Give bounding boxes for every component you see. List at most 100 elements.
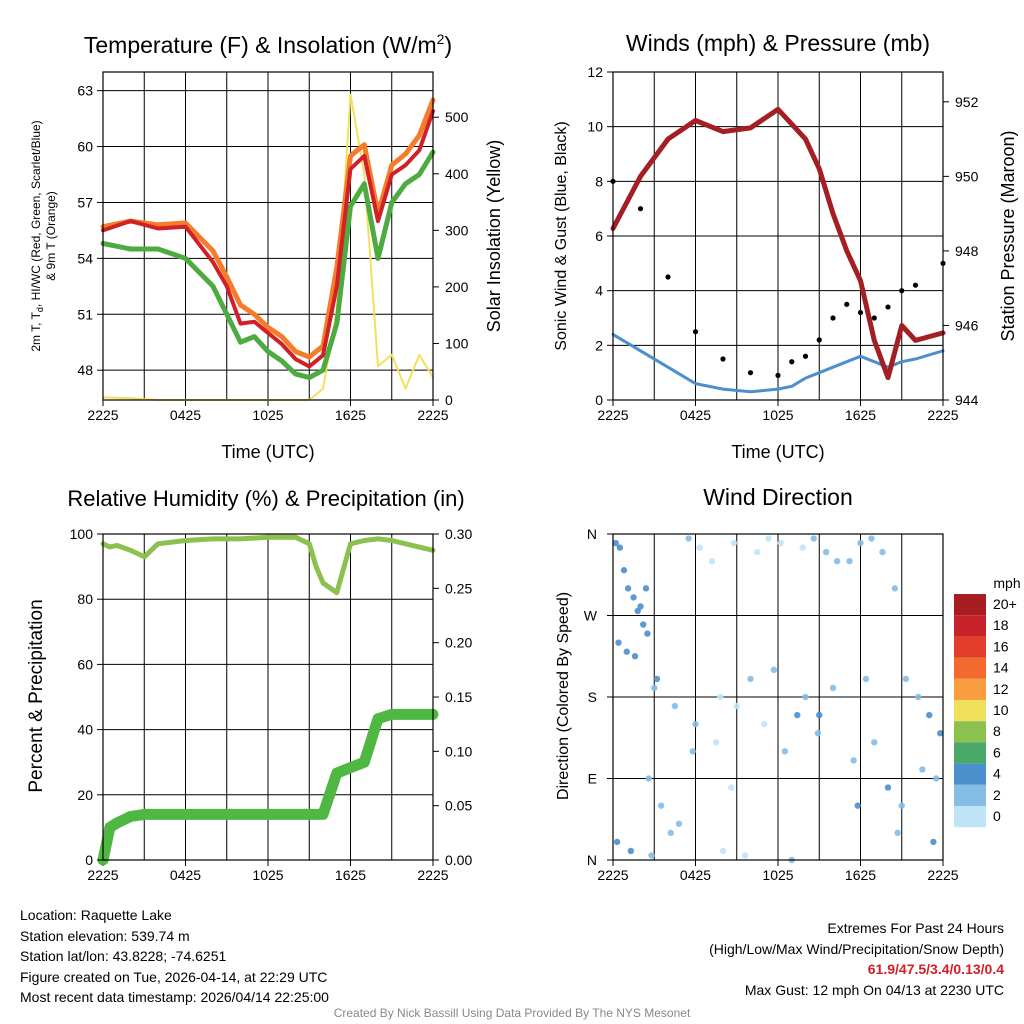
y-tick-label: 2 xyxy=(595,337,603,353)
dewpoint-line xyxy=(100,149,436,381)
plot-frame xyxy=(612,533,944,861)
y2-tick-label: 200 xyxy=(445,279,469,295)
y2-tick-label: 950 xyxy=(955,168,979,184)
colorbar-unit: mph xyxy=(993,575,1020,591)
direction-point xyxy=(653,675,661,683)
x-tick-label: 0425 xyxy=(680,407,711,423)
colorbar-label: 18 xyxy=(993,617,1009,633)
colorbar-swatch xyxy=(954,636,986,658)
direction-point xyxy=(667,829,674,837)
direction-point xyxy=(822,548,830,556)
credit-line: Created By Nick Bassill Using Data Provi… xyxy=(333,1006,691,1020)
figure-created: Figure created on Tue, 2026-04-14, at 22… xyxy=(20,968,328,985)
x-tick-label: 2225 xyxy=(87,407,118,423)
direction-point xyxy=(799,544,806,551)
direction-point xyxy=(630,594,637,601)
direction-point xyxy=(902,675,910,683)
gust-point xyxy=(912,282,919,288)
colorbar-label: 10 xyxy=(993,702,1009,718)
direction-point xyxy=(741,852,749,859)
direction-point xyxy=(671,702,679,710)
direction-point xyxy=(616,544,624,551)
direction-point xyxy=(781,748,789,755)
y-label-subscript: d xyxy=(35,307,45,312)
direction-point xyxy=(644,630,651,637)
direction-point xyxy=(685,535,692,542)
y2-tick-label: 0.10 xyxy=(445,743,472,759)
x-tick-label: 1025 xyxy=(762,407,793,423)
speed-colorbar: mph 20+ 18 16 14 12 10 8 6 4 2 0 xyxy=(954,575,1021,828)
x-tick-label: 2225 xyxy=(927,407,958,423)
direction-point xyxy=(708,557,716,565)
colorbar-label: 6 xyxy=(993,744,1001,760)
y2-tick-label: 0.30 xyxy=(445,526,472,542)
plot-frame xyxy=(102,71,434,401)
x-tick-label: 2225 xyxy=(597,407,628,423)
title-superscript: 2 xyxy=(437,31,445,47)
x-tick-label: 2225 xyxy=(597,867,628,883)
direction-point xyxy=(623,648,630,655)
direction-point xyxy=(627,847,635,855)
y2-tick-label: 944 xyxy=(955,392,979,408)
direction-point xyxy=(651,684,658,692)
y-tick-label: 60 xyxy=(77,656,93,672)
y-tick-label: 54 xyxy=(77,250,93,266)
extremes-title: Extremes For Past 24 Hours xyxy=(827,920,1004,936)
y-tick-label: 8 xyxy=(595,173,603,189)
y-tick-label: E xyxy=(588,771,597,787)
chart-title: Relative Humidity (%) & Precipitation (i… xyxy=(67,486,464,511)
x-tick-label: 1025 xyxy=(252,867,283,883)
direction-point xyxy=(754,548,761,556)
gust-point xyxy=(857,309,864,316)
y2-axis-label: Station Pressure (Maroon) xyxy=(998,130,1018,341)
pressure-line xyxy=(610,106,946,381)
colorbar-swatch xyxy=(954,678,986,700)
x-tick-label: 2225 xyxy=(417,867,448,883)
direction-point xyxy=(862,675,870,683)
y-tick-label: 63 xyxy=(77,83,93,99)
colorbar-swatch xyxy=(954,657,986,679)
y-tick-label: 48 xyxy=(77,362,93,378)
x-tick-label: 1025 xyxy=(762,867,793,883)
direction-point xyxy=(932,775,940,782)
direction-point xyxy=(884,784,892,791)
direction-point xyxy=(930,838,937,846)
extremes-box: Extremes For Past 24 Hours (High/Low/Max… xyxy=(709,918,1004,1000)
y2-tick-label: 100 xyxy=(445,335,469,351)
gust-point xyxy=(747,370,754,376)
x-tick-label: 2225 xyxy=(417,407,448,423)
y-tick-label: N xyxy=(587,526,597,542)
station-info: Location: Raquette Lake Station elevatio… xyxy=(20,905,329,1008)
colorbar-label: 12 xyxy=(993,681,1009,697)
y2-tick-label: 400 xyxy=(445,166,469,182)
direction-point xyxy=(615,639,622,646)
direction-point xyxy=(937,730,944,737)
direction-point xyxy=(642,585,650,592)
y2-tick-label: 300 xyxy=(445,222,469,238)
y2-tick-label: 0 xyxy=(445,392,453,408)
direction-point xyxy=(915,693,922,701)
chart-title: Wind Direction xyxy=(703,484,853,510)
humidity-line xyxy=(100,534,436,596)
direction-point xyxy=(631,653,639,660)
direction-point xyxy=(898,802,905,809)
y-tick-label: 20 xyxy=(77,787,93,803)
direction-point xyxy=(871,739,878,746)
direction-point xyxy=(891,585,899,592)
y2-tick-label: 0.15 xyxy=(445,689,472,705)
x-axis-label: Time (UTC) xyxy=(221,442,314,462)
direction-point xyxy=(692,720,699,728)
x-axis-label: Time (UTC) xyxy=(731,442,824,462)
y-tick-label: 12 xyxy=(587,64,603,80)
y-tick-label: 6 xyxy=(595,228,603,244)
recent-timestamp: Most recent data timestamp: 2026/04/14 2… xyxy=(20,989,329,1005)
direction-point xyxy=(717,693,724,701)
y-tick-label: 51 xyxy=(77,306,93,322)
y-tick-label: 4 xyxy=(595,283,603,299)
colorbar-label: 2 xyxy=(993,787,1001,803)
gust-point xyxy=(775,372,781,378)
y-tick-label: 80 xyxy=(77,591,93,607)
panel-1: 2225 0425 1025 1625 2225 48 51 54 57 60 63 0 100 200 3… xyxy=(29,31,504,462)
x-tick-label: 1625 xyxy=(845,867,876,883)
